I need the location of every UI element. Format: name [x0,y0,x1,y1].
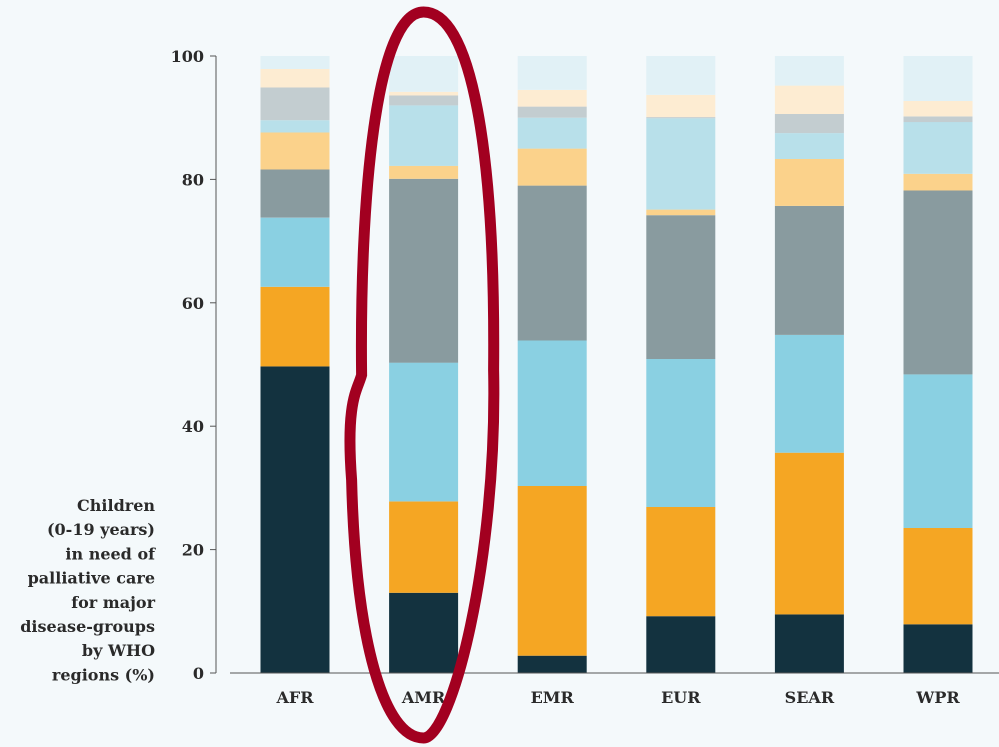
bar-emr-segment-5 [517,148,587,186]
bar-sear-segment-5 [774,159,844,206]
bar-eur-segment-5 [646,209,716,216]
bar-sear-segment-1 [774,614,844,673]
bar-afr-segment-3 [260,217,330,287]
bar-amr-segment-3 [389,362,459,502]
bar-sear-segment-8 [774,85,844,114]
bar-emr-segment-2 [517,486,587,656]
bar-amr-segment-9 [389,56,459,92]
y-tick-label: 0 [193,664,204,683]
y-axis-label-line: disease-groups [20,617,155,636]
bar-eur-segment-7 [646,117,716,119]
bar-afr-segment-6 [260,120,330,133]
y-tick-label: 60 [182,294,204,313]
y-axis-label: Children (0-19 years) in need of palliative… [20,496,156,684]
bar-wpr-segment-2 [903,528,973,625]
bar-amr-segment-8 [389,91,459,96]
y-axis-label-line: regions (%) [52,665,155,684]
x-tick-label-sear: SEAR [785,688,835,707]
bar-afr-segment-5 [260,132,330,170]
y-axis-label-line: for major [71,593,155,612]
bar-wpr-segment-6 [903,122,973,174]
bars-group [260,56,973,673]
bar-eur-segment-8 [646,94,716,118]
amr-highlight-ellipse [344,6,500,744]
bar-emr-segment-7 [517,106,587,118]
bar-amr-segment-1 [389,592,459,673]
bar-emr-segment-8 [517,89,587,107]
bar-emr-segment-4 [517,185,587,341]
bar-emr-segment-1 [517,655,587,673]
bar-eur-segment-2 [646,507,716,617]
y-tick-label: 40 [182,417,204,436]
bar-amr-segment-6 [389,105,459,166]
bar-amr-segment-5 [389,165,459,179]
bar-wpr-segment-5 [903,173,973,191]
bar-emr-segment-6 [517,117,587,149]
bar-afr-segment-7 [260,87,330,121]
bar-afr-segment-2 [260,286,330,367]
bar-emr-segment-9 [517,56,587,90]
y-axis-label-line: by WHO [82,641,155,660]
bar-afr-segment-9 [260,56,330,69]
y-tick-label: 80 [182,170,204,189]
bar-eur-segment-1 [646,616,716,673]
x-tick-label-eur: EUR [661,688,701,707]
y-tick-label: 20 [182,541,204,560]
x-tick-label-wpr: WPR [915,688,960,707]
bar-wpr-segment-9 [903,56,973,101]
y-tick-label: 100 [171,47,204,66]
bar-afr-segment-1 [260,366,330,673]
bar-wpr-segment-4 [903,190,973,375]
bar-eur-segment-4 [646,215,716,359]
bar-sear-segment-2 [774,452,844,615]
y-tick-group: 0 20 40 60 80 100 [171,47,216,683]
y-axis-label-line: in need of [65,544,156,563]
bar-amr-segment-2 [389,501,459,593]
y-axis-label-line: Children [77,496,155,515]
x-tick-label-afr: AFR [275,688,314,707]
bar-eur-segment-9 [646,56,716,95]
bar-eur-segment-6 [646,118,716,210]
bar-amr-segment-7 [389,95,459,106]
y-axis-label-line: (0-19 years) [47,520,155,539]
bar-afr-segment-4 [260,169,330,218]
bar-emr-segment-3 [517,340,587,486]
bar-wpr-segment-7 [903,116,973,123]
bar-wpr-segment-8 [903,101,973,117]
x-tick-label-amr: AMR [401,688,446,707]
bar-sear-segment-9 [774,56,844,86]
bar-sear-segment-6 [774,133,844,159]
bar-eur-segment-3 [646,358,716,507]
bar-sear-segment-7 [774,114,844,134]
x-tick-label-group: AFR AMR EMR EUR SEAR WPR [275,688,960,707]
bar-sear-segment-3 [774,334,844,453]
bar-wpr-segment-1 [903,624,973,673]
bar-wpr-segment-3 [903,374,973,528]
bar-afr-segment-8 [260,69,330,88]
x-tick-label-emr: EMR [531,688,575,707]
y-axis-label-line: palliative care [28,569,155,588]
bar-amr-segment-4 [389,178,459,363]
bar-sear-segment-4 [774,205,844,335]
